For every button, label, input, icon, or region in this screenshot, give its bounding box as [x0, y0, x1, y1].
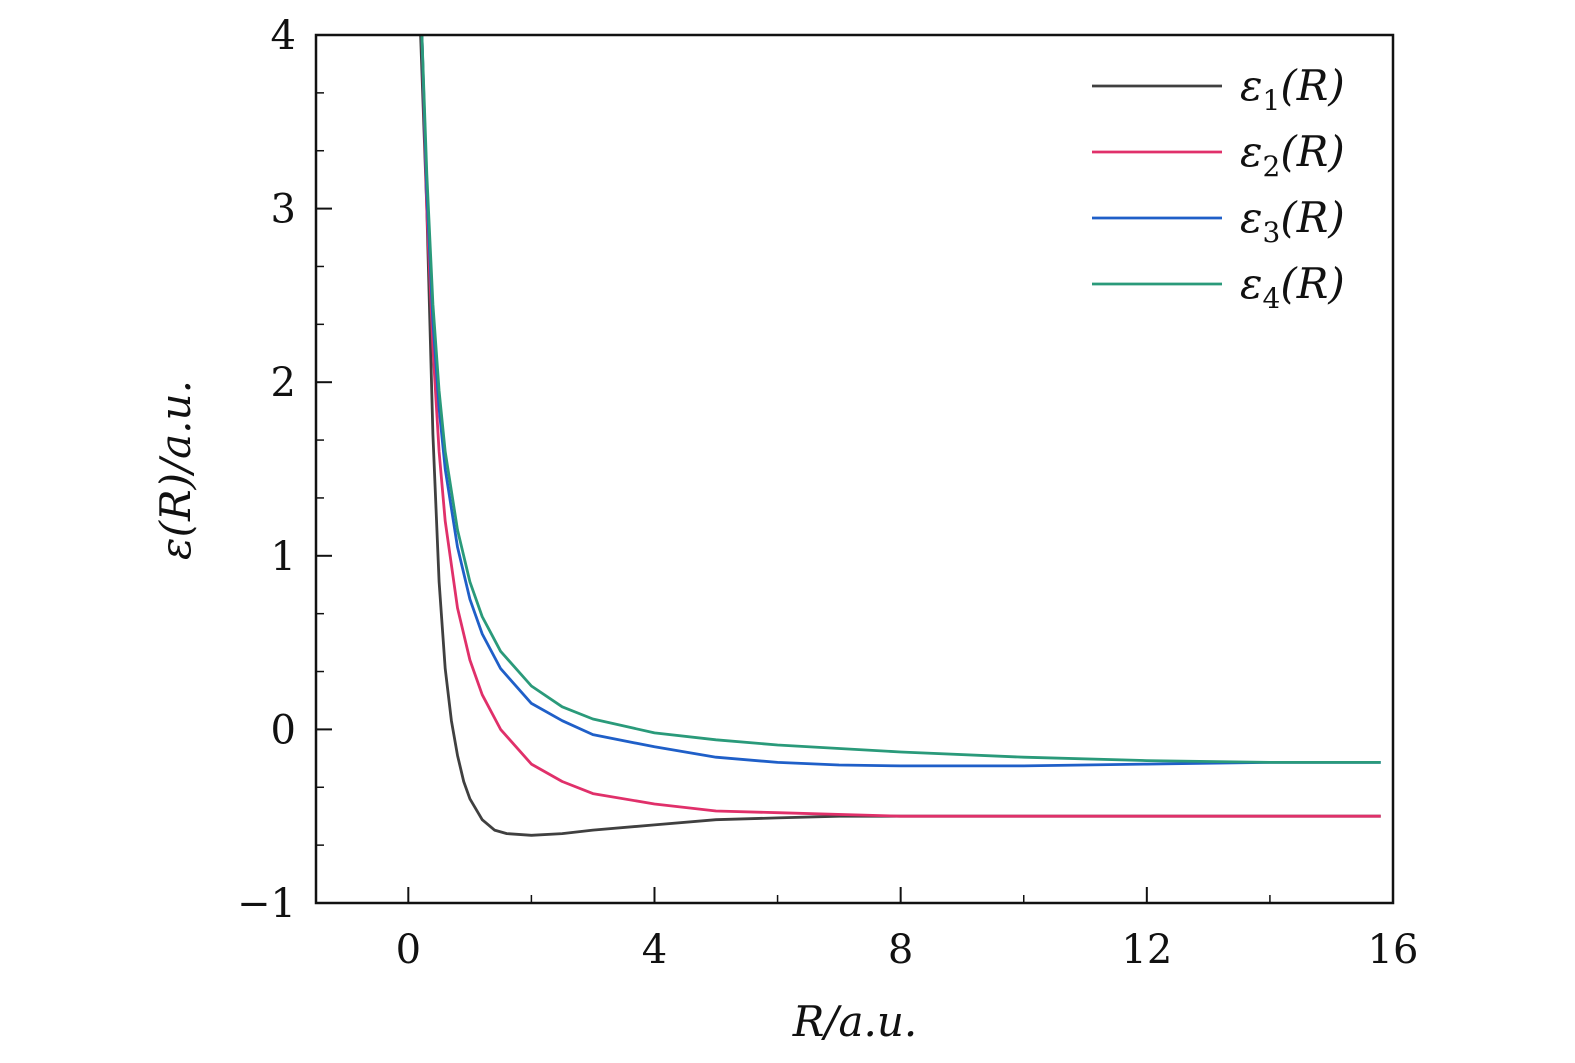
- axis-ticks: [316, 34, 1394, 904]
- x-tick-label: 12: [1121, 927, 1172, 973]
- x-tick-label: 8: [888, 927, 913, 973]
- legend-label-3: ε3(R): [1240, 193, 1345, 249]
- legend-label-4: ε4(R): [1240, 259, 1345, 315]
- legend: ε1(R) ε2(R) ε3(R) ε4(R): [1092, 61, 1345, 315]
- y-tick-label: 4: [271, 13, 296, 59]
- legend-label-2: ε2(R): [1240, 127, 1345, 183]
- y-tick-label: 0: [271, 707, 296, 753]
- series-line-2: [420, 34, 1381, 818]
- x-tick-label: 4: [642, 927, 667, 973]
- plot-series: [419, 34, 1381, 837]
- plot-frame: [314, 33, 1395, 905]
- y-axis-title: ε(R)/a.u.: [151, 380, 200, 560]
- legend-label-1: ε1(R): [1240, 61, 1345, 117]
- x-tick-label: 16: [1368, 927, 1419, 973]
- series-line-3: [420, 34, 1381, 768]
- x-axis-title: R/a.u.: [792, 997, 918, 1046]
- y-tick-label: 1: [271, 534, 296, 580]
- x-tick-label: 0: [396, 927, 421, 973]
- series-line-1: [419, 34, 1381, 837]
- y-tick-label: 3: [271, 187, 296, 233]
- y-tick-label: −1: [237, 881, 296, 927]
- y-tick-label: 2: [271, 360, 296, 406]
- series-line-4: [420, 34, 1381, 764]
